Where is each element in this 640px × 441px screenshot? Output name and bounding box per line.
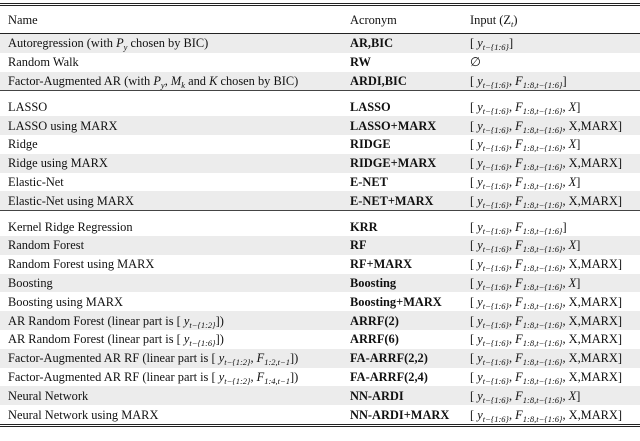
table-row: Elastic-Net using MARX E-NET+MARX[ yt−{1:… xyxy=(0,191,640,211)
model-input: [ yt−{1:6}, F1:8,t−{1:6}, X] xyxy=(470,137,581,154)
col-acronym: Acronym xyxy=(350,12,397,27)
model-acronym: Boosting+MARX xyxy=(350,294,442,309)
model-acronym: LASSO xyxy=(350,99,391,114)
model-name: Ridge xyxy=(8,137,38,152)
table-row: Factor-Augmented AR RF (linear part is [… xyxy=(0,348,640,368)
table-row: Ridge RIDGE [ yt−{1:6}, F1:8,t−{1:6}, X] xyxy=(0,135,640,154)
model-acronym: RF+MARX xyxy=(350,257,413,272)
model-name: LASSO xyxy=(8,99,48,114)
table-row: Kernel Ridge Regression KRR [ yt−{1:6}, F1… xyxy=(0,211,640,236)
model-name: Autoregression (with Py chosen by BIC) xyxy=(0,33,342,53)
model-input: ∅ xyxy=(470,55,481,70)
model-name: AR Random Forest (linear part is [ yt−{1… xyxy=(8,332,224,349)
model-name: Random Forest using MARX xyxy=(8,257,155,272)
table-row: AR Random Forest (linear part is [ yt−{1… xyxy=(0,330,640,349)
model-name: Factor-Augmented AR RF (linear part is [… xyxy=(8,369,299,386)
model-acronym: ARDI,BIC xyxy=(342,71,462,91)
model-input: [ yt−{1:6}, F1:8,t−{1:6}, X,MARX] xyxy=(462,191,640,211)
model-input: [ yt−{1:6}, F1:8,t−{1:6}, X,MARX] xyxy=(470,369,622,386)
model-input: [ yt−{1:6}, F1:8,t−{1:6}, X,MARX] xyxy=(462,153,640,173)
col-name: Name xyxy=(8,12,38,27)
model-name: Factor-Augmented AR RF (linear part is [… xyxy=(0,348,342,368)
table-row: Neural Network using MARX NN-ARDI+MARX [ y… xyxy=(0,405,640,426)
model-input: [ yt−{1:6}, F1:8,t−{1:6}, X] xyxy=(462,386,640,406)
model-acronym: RIDGE xyxy=(350,137,391,152)
model-acronym: NN-ARDI+MARX xyxy=(350,407,450,422)
model-input: [ yt−{1:6}, F1:8,t−{1:6}, X] xyxy=(462,273,640,293)
model-input: [ yt−{1:6}, F1:8,t−{1:6}, X,MARX] xyxy=(470,257,622,274)
table-row: AR Random Forest (linear part is [ yt−{1… xyxy=(0,311,640,330)
model-input: [ yt−{1:6}, F1:8,t−{1:6}, X] xyxy=(470,174,581,191)
model-name: Elastic-Net using MARX xyxy=(0,191,342,211)
table-row: Neural Network NN-ARDI[ yt−{1:6}, F1:8,t−… xyxy=(0,386,640,406)
table-row: Random Forest using MARX RF+MARX [ yt−{1:6… xyxy=(0,255,640,274)
model-name: Neural Network using MARX xyxy=(8,407,159,422)
table-body: Autoregression (with Py chosen by BIC) AR… xyxy=(0,33,640,426)
table-row: LASSO using MARX LASSO+MARX[ yt−{1:6}, F1… xyxy=(0,116,640,135)
table-row: LASSO LASSO [ yt−{1:6}, F1:8,t−{1:6}, X] xyxy=(0,91,640,116)
model-acronym: Boosting xyxy=(342,273,462,293)
model-acronym: ARRF(6) xyxy=(350,332,399,347)
model-input: [ yt−{1:6}] xyxy=(462,33,640,53)
model-input: [ yt−{1:6}, F1:8,t−{1:6}, X,MARX] xyxy=(470,407,622,424)
model-input: [ yt−{1:6}, F1:8,t−{1:6}, X,MARX] xyxy=(462,348,640,368)
model-name: Neural Network xyxy=(0,386,342,406)
model-acronym: E-NET xyxy=(350,174,388,189)
model-input: [ yt−{1:6}, F1:8,t−{1:6}, X] xyxy=(470,99,581,116)
model-name: Factor-Augmented AR (with Py, Mk and K c… xyxy=(0,71,342,91)
model-acronym: FA-ARRF(2,4) xyxy=(350,369,428,384)
col-input: Input (Zt) xyxy=(470,12,518,29)
model-acronym: AR,BIC xyxy=(342,33,462,53)
model-acronym: RIDGE+MARX xyxy=(342,153,462,173)
model-input: [ yt−{1:6}, F1:8,t−{1:6}] xyxy=(462,71,640,91)
table-row: Random Walk RW ∅ xyxy=(0,53,640,72)
model-name: Elastic-Net xyxy=(8,174,64,189)
model-acronym: RW xyxy=(350,55,371,70)
model-name: AR Random Forest (linear part is [ yt−{1… xyxy=(0,311,342,330)
table-row: Boosting Boosting[ yt−{1:6}, F1:8,t−{1:6}… xyxy=(0,273,640,293)
model-acronym: ARRF(2) xyxy=(342,311,462,330)
table-row: Factor-Augmented AR (with Py, Mk and K c… xyxy=(0,71,640,91)
table-row: Boosting using MARX Boosting+MARX [ yt−{1:… xyxy=(0,292,640,311)
model-acronym: RF xyxy=(342,235,462,255)
model-name: Boosting xyxy=(0,273,342,293)
model-input: [ yt−{1:6}, F1:8,t−{1:6}, X,MARX] xyxy=(462,311,640,330)
model-name: LASSO using MARX xyxy=(0,116,342,135)
model-input: [ yt−{1:6}, F1:8,t−{1:6}] xyxy=(470,219,567,236)
model-name: Ridge using MARX xyxy=(0,153,342,173)
table-header: Name Acronym Input (Zt) xyxy=(0,4,640,34)
model-input: [ yt−{1:6}, F1:8,t−{1:6}, X,MARX] xyxy=(462,116,640,135)
table-row: Random Forest RF[ yt−{1:6}, F1:8,t−{1:6},… xyxy=(0,235,640,255)
model-name: Boosting using MARX xyxy=(8,294,123,309)
model-input: [ yt−{1:6}, F1:8,t−{1:6}, X] xyxy=(462,235,640,255)
model-input: [ yt−{1:6}, F1:8,t−{1:6}, X,MARX] xyxy=(470,294,622,311)
model-acronym: FA-ARRF(2,2) xyxy=(342,348,462,368)
table-row: Elastic-Net E-NET [ yt−{1:6}, F1:8,t−{1:6}… xyxy=(0,173,640,192)
table-row: Ridge using MARX RIDGE+MARX[ yt−{1:6}, F1… xyxy=(0,153,640,173)
model-name: Random Walk xyxy=(8,55,79,70)
model-acronym: LASSO+MARX xyxy=(342,116,462,135)
model-acronym: KRR xyxy=(350,219,378,234)
model-acronym: NN-ARDI xyxy=(342,386,462,406)
table-row: Factor-Augmented AR RF (linear part is [… xyxy=(0,368,640,387)
model-input: [ yt−{1:6}, F1:8,t−{1:6}, X,MARX] xyxy=(470,332,622,349)
model-name: Kernel Ridge Regression xyxy=(8,219,133,234)
models-table: Name Acronym Input (Zt) Autoregression (… xyxy=(0,3,640,427)
table-row: Autoregression (with Py chosen by BIC) AR… xyxy=(0,33,640,53)
model-name: Random Forest xyxy=(0,235,342,255)
model-acronym: E-NET+MARX xyxy=(342,191,462,211)
